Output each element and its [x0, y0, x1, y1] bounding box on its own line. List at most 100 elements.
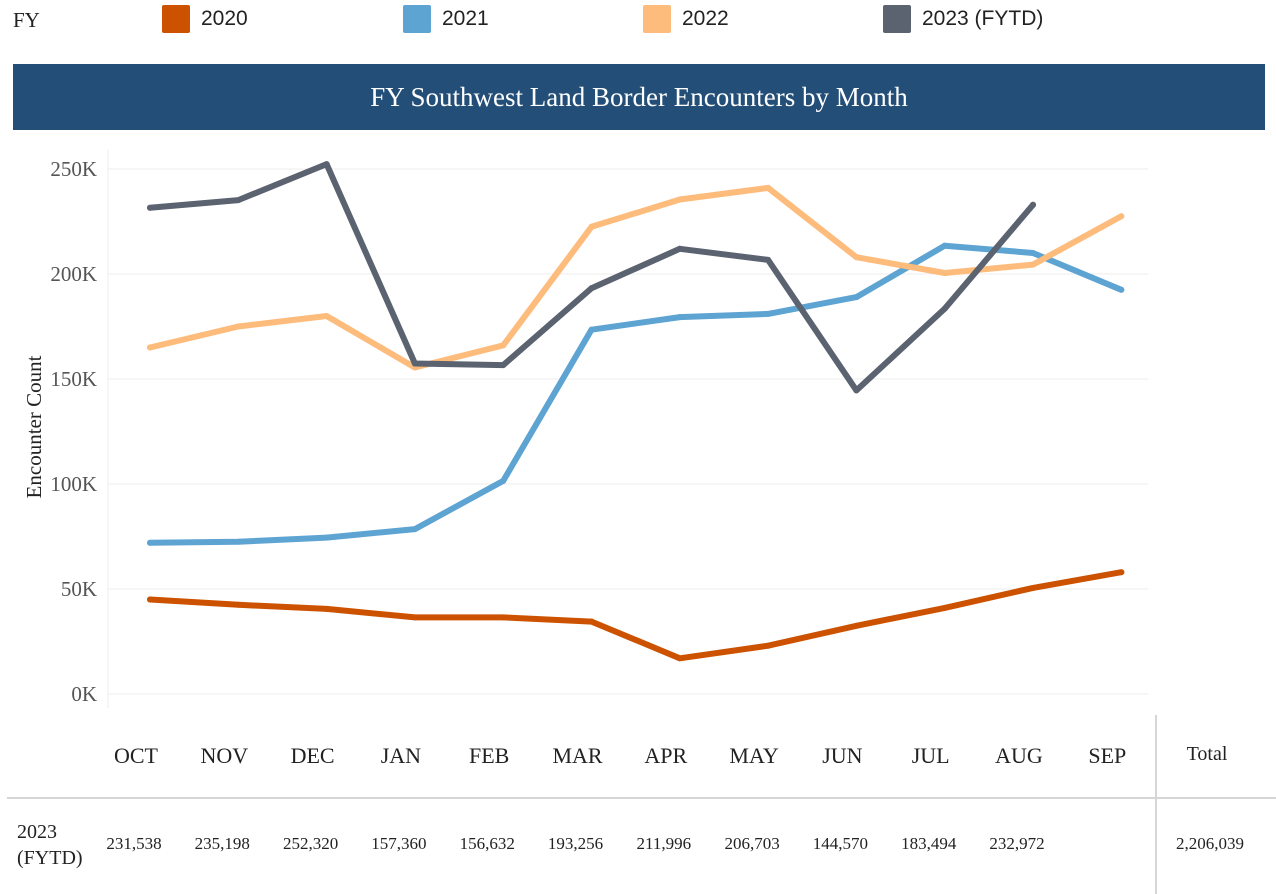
legend-item-2022[interactable]: 2022	[643, 5, 729, 33]
y-tick-label: 250K	[50, 157, 97, 181]
y-tick-label: 100K	[50, 472, 97, 496]
table-cell: 231,538	[106, 834, 162, 853]
row-label-fytd: (FYTD)	[17, 847, 83, 869]
table-cell: 232,972	[989, 834, 1045, 853]
chart-title-banner: FY Southwest Land Border Encounters by M…	[13, 64, 1265, 130]
series-line-2020[interactable]	[147, 569, 1125, 662]
data-point[interactable]	[500, 342, 507, 349]
total-header: Total	[1186, 743, 1228, 765]
data-point[interactable]	[1030, 261, 1036, 268]
legend-label-2021: 2021	[442, 7, 489, 30]
month-label: JUN	[822, 743, 863, 768]
legend-swatch-2023-fytd	[883, 5, 911, 33]
data-point[interactable]	[853, 254, 860, 261]
data-point[interactable]	[500, 477, 507, 484]
data-point[interactable]	[676, 314, 683, 321]
data-point[interactable]	[941, 305, 948, 312]
data-point[interactable]	[235, 601, 242, 608]
table-divider-vertical	[1155, 715, 1157, 894]
y-tick-label: 50K	[61, 577, 97, 601]
data-point[interactable]	[500, 362, 507, 369]
row-label-year: 2023	[17, 821, 57, 843]
month-label: NOV	[200, 743, 249, 768]
data-point[interactable]	[765, 256, 772, 263]
data-point[interactable]	[941, 269, 948, 276]
series-line-2022[interactable]	[147, 184, 1125, 371]
data-point[interactable]	[588, 285, 595, 292]
data-point[interactable]	[853, 622, 860, 629]
data-point[interactable]	[1118, 286, 1125, 293]
month-label: MAY	[729, 743, 779, 768]
table-cell: 193,256	[547, 834, 604, 853]
data-point[interactable]	[765, 310, 772, 317]
month-label: FEB	[469, 743, 510, 768]
data-point[interactable]	[1118, 213, 1125, 220]
data-point[interactable]	[323, 161, 330, 168]
data-point[interactable]	[147, 539, 153, 546]
table-cell: 235,198	[194, 834, 250, 853]
y-axis-ticks: 0K 50K 100K 150K 200K 250K	[50, 157, 97, 706]
data-point[interactable]	[941, 604, 948, 611]
data-point[interactable]	[676, 196, 683, 203]
legend-item-2020[interactable]: 2020	[162, 5, 248, 33]
legend-label-2023-fytd: 2023 (FYTD)	[922, 7, 1044, 30]
data-point[interactable]	[765, 184, 772, 191]
table-cell: 156,632	[459, 834, 515, 853]
data-point[interactable]	[1118, 569, 1125, 576]
table-cell: 252,320	[282, 834, 339, 853]
month-header-row: Total OCT NOV DEC JAN FEB MAR APR MAY JUN JUL AUG S…	[0, 715, 1276, 797]
month-label: JUL	[911, 743, 950, 768]
total-cell: 2,206,039	[1176, 834, 1244, 853]
data-point[interactable]	[323, 313, 330, 319]
data-point[interactable]	[676, 655, 683, 662]
data-point[interactable]	[411, 360, 418, 367]
data-point[interactable]	[1030, 584, 1036, 591]
series-line-2023-fytd[interactable]	[147, 161, 1036, 394]
data-point[interactable]	[147, 344, 153, 351]
table-cell: 144,570	[812, 834, 869, 853]
legend-item-2023-fytd[interactable]: 2023 (FYTD)	[883, 5, 1043, 33]
legend-item-2021[interactable]: 2021	[403, 5, 489, 33]
month-label: APR	[644, 743, 688, 768]
table-divider-horizontal	[7, 797, 1276, 799]
data-point[interactable]	[853, 387, 860, 394]
data-point[interactable]	[323, 534, 330, 541]
data-point[interactable]	[1030, 250, 1036, 256]
legend-swatch-2022	[643, 5, 671, 33]
data-point[interactable]	[588, 223, 595, 230]
table-row: 2023 (FYTD) 2,206,039 231,538 235,198 252,…	[0, 797, 1276, 894]
data-point[interactable]	[765, 642, 772, 649]
data-point[interactable]	[853, 294, 860, 301]
data-point[interactable]	[147, 204, 153, 211]
data-point[interactable]	[500, 614, 507, 621]
line-chart: 0K 50K 100K 150K 200K 250K Encounter Count	[22, 150, 1148, 708]
data-point[interactable]	[235, 323, 242, 330]
data-point[interactable]	[147, 596, 153, 603]
data-point[interactable]	[411, 614, 418, 621]
month-label: DEC	[290, 743, 335, 768]
data-point[interactable]	[941, 242, 948, 249]
legend: FY 2020 2021 2022 2023 (FYTD)	[0, 0, 1276, 40]
y-tick-label: 150K	[50, 367, 97, 391]
month-label: JAN	[380, 743, 422, 768]
row-label: 2023 (FYTD)	[17, 819, 83, 871]
data-point[interactable]	[676, 245, 683, 252]
legend-title: FY	[13, 8, 40, 32]
data-point[interactable]	[588, 618, 595, 625]
data-point[interactable]	[235, 538, 242, 545]
data-point[interactable]	[323, 605, 330, 612]
data-point[interactable]	[235, 197, 242, 204]
gridlines	[107, 150, 1148, 708]
month-label: AUG	[995, 743, 1043, 768]
data-point[interactable]	[588, 326, 595, 333]
series-line-2021[interactable]	[147, 242, 1125, 546]
month-label: SEP	[1088, 743, 1127, 768]
y-tick-label: 200K	[50, 262, 97, 286]
data-point[interactable]	[411, 526, 418, 533]
data-point[interactable]	[1030, 201, 1036, 208]
series-lines	[147, 161, 1125, 662]
table-cell: 211,996	[636, 834, 692, 853]
table-cell: 183,494	[901, 834, 957, 853]
month-label: MAR	[552, 743, 603, 768]
table-cell: 157,360	[371, 834, 427, 853]
